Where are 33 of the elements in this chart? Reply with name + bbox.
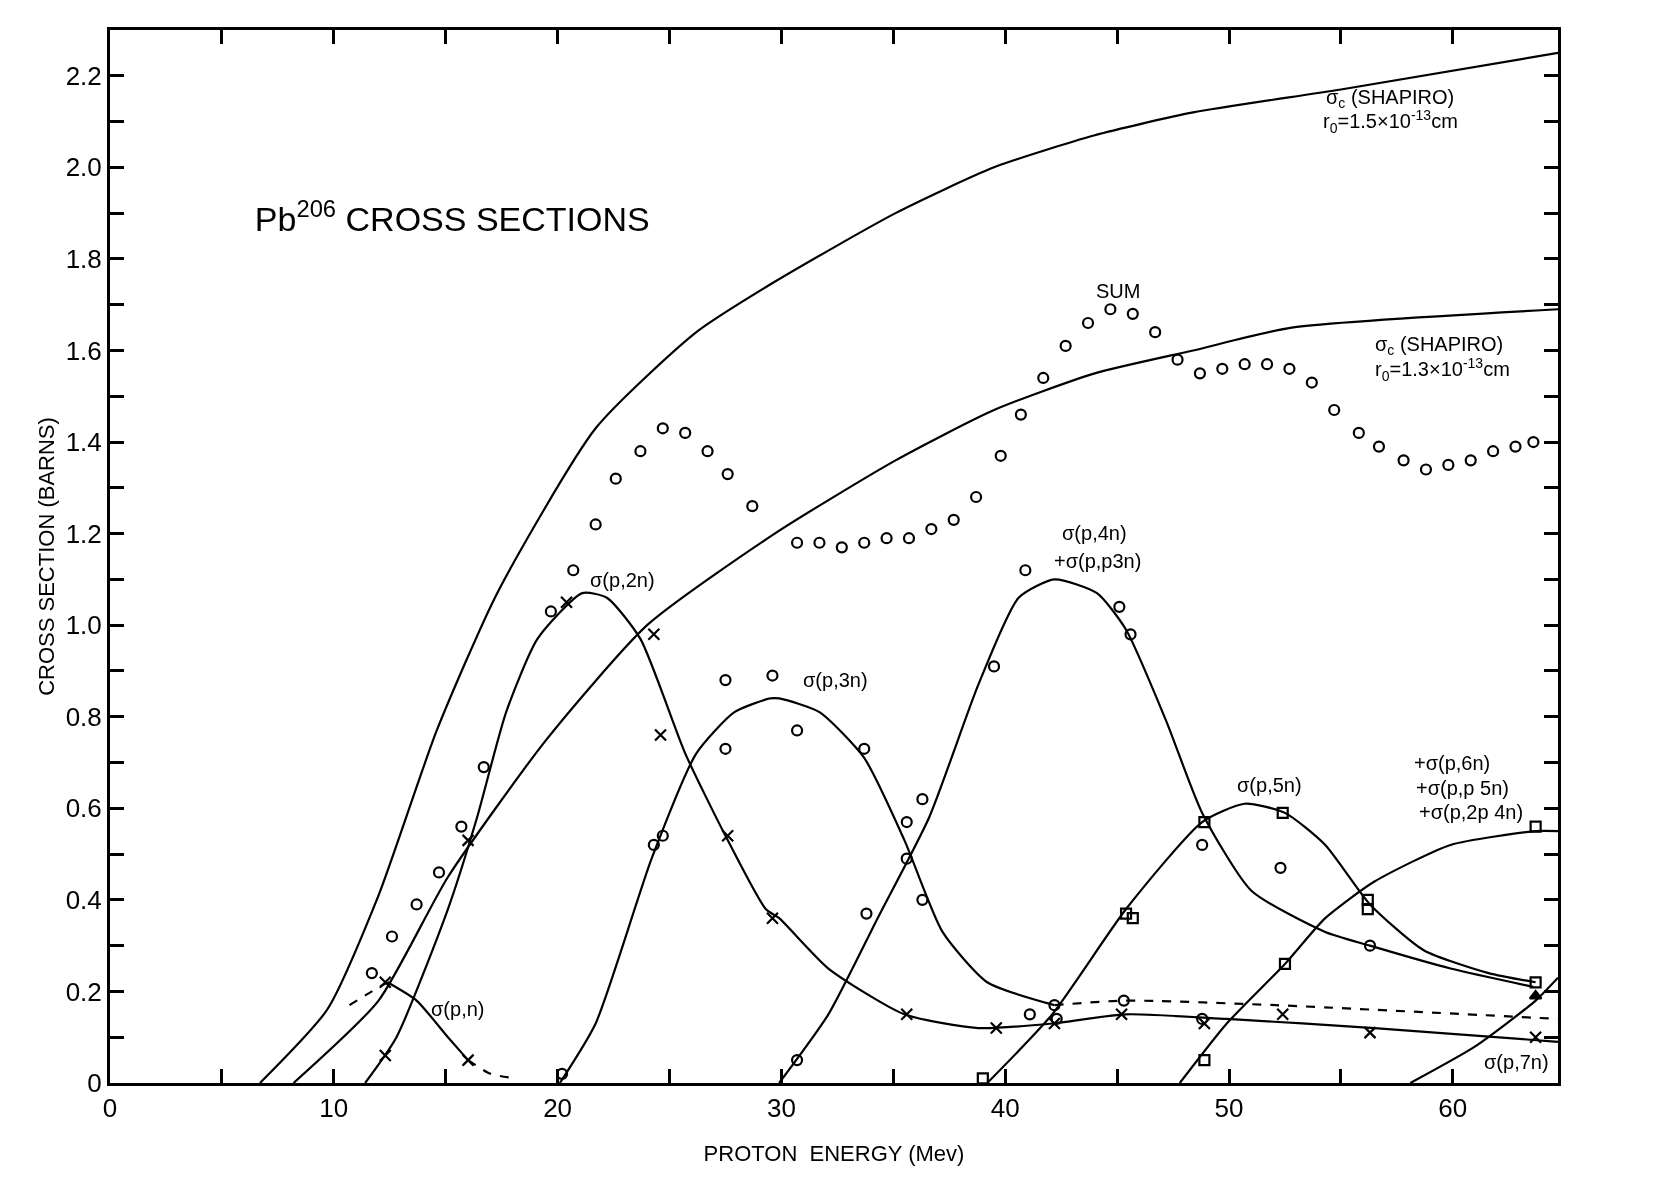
y-tick-label: 1.4 (65, 427, 102, 458)
x-tick-label: 50 (1214, 1093, 1244, 1124)
y-tick-label: 0.2 (65, 976, 102, 1007)
annotation: +σ(p,2p 4n) (1419, 801, 1524, 823)
x-axis-title: PROTON ENERGY (Mev) (703, 1141, 965, 1166)
x-tick-label: 20 (543, 1093, 573, 1124)
annotation: σ(p,3n) (803, 669, 868, 691)
y-tick-label: 0 (87, 1068, 102, 1099)
y-tick-label: 1.8 (65, 244, 102, 275)
annotation: +σ(p,p 5n) (1416, 777, 1509, 799)
y-tick-label: 1.2 (65, 518, 102, 549)
annotation: r$_{0}$=1.5×10$^{-13}$cm (1323, 107, 1458, 136)
y-tick-label: 0.4 (65, 884, 102, 915)
y-tick-label: 1.6 (65, 335, 102, 366)
y-tick-label: 0.6 (65, 793, 102, 824)
annotation: +σ(p,6n) (1414, 752, 1491, 774)
annotation: σ(p,n) (431, 998, 485, 1020)
y-tick-label: 2.0 (65, 152, 102, 183)
y-axis-title: CROSS SECTION (BARNS) (34, 417, 59, 696)
annotation: SUM (1096, 280, 1141, 302)
annotation: σ(p,4n) (1062, 522, 1127, 544)
y-tick-label: 0.8 (65, 701, 102, 732)
y-tick-label: 1.0 (65, 610, 102, 641)
x-tick-label: 30 (766, 1093, 796, 1124)
annotation: σ(p,2n) (590, 569, 655, 591)
x-tick-label: 10 (319, 1093, 349, 1124)
text: Pb$^{206}$ CROSS SECTIONS (254, 195, 650, 239)
annotation: +σ(p,p3n) (1054, 550, 1142, 572)
annotation: σ(p,7n) (1484, 1051, 1549, 1073)
x-tick-label: 60 (1438, 1093, 1468, 1124)
y-tick-label: 2.2 (65, 60, 102, 91)
annotation: σ(p,5n) (1237, 774, 1302, 796)
x-tick-label: 40 (990, 1093, 1020, 1124)
